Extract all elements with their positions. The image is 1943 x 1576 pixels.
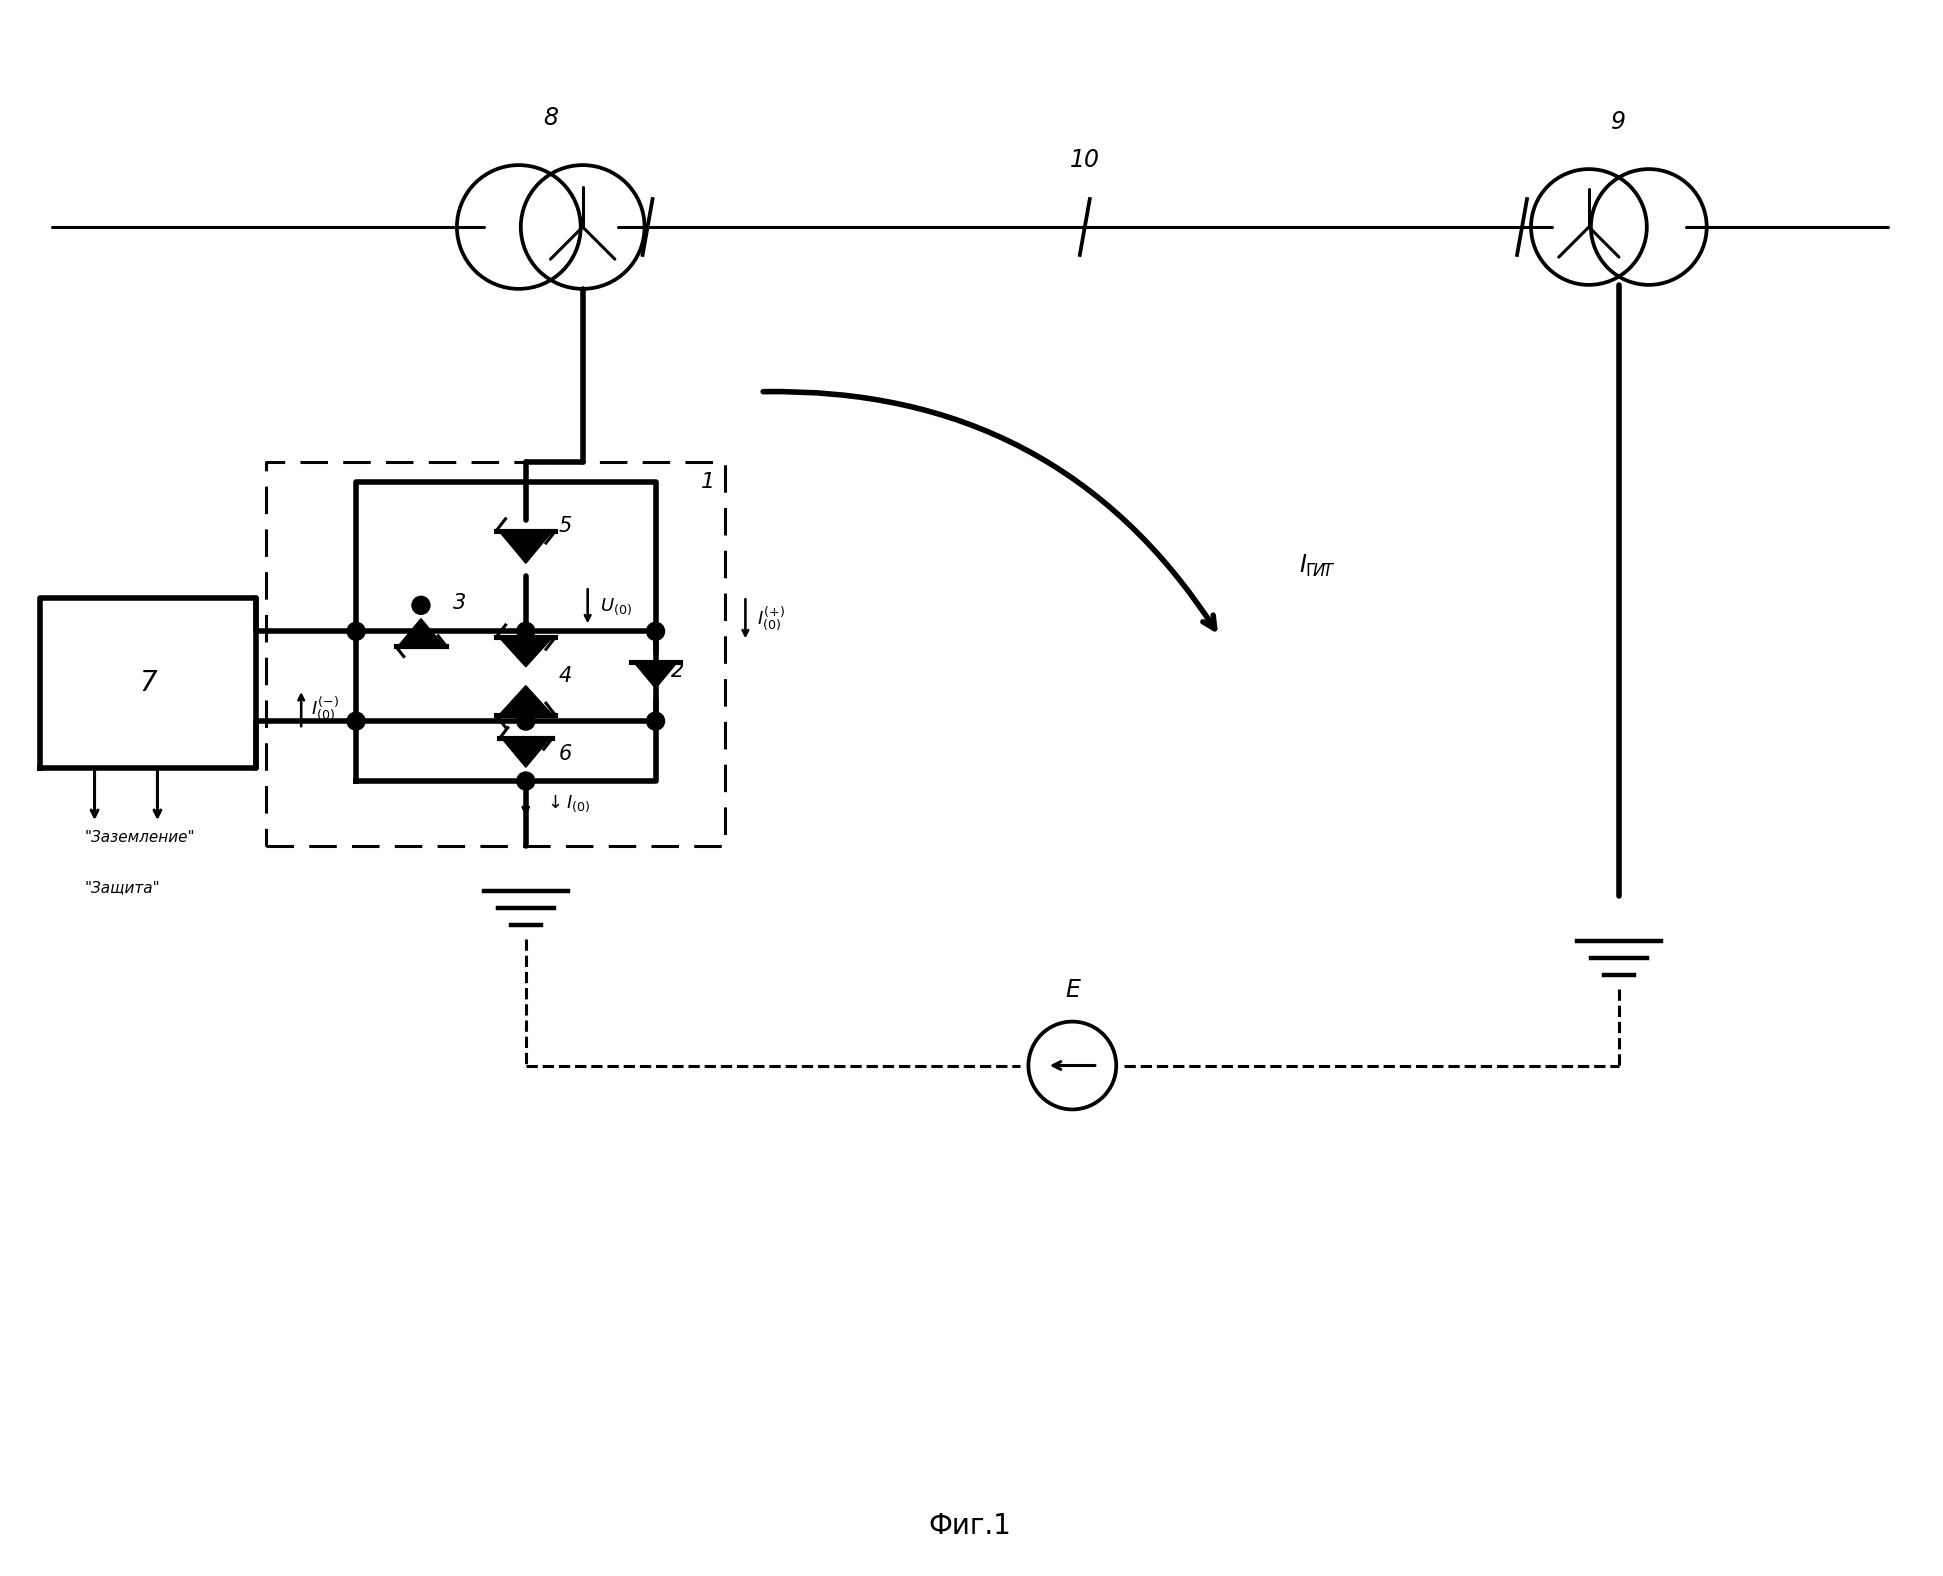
Circle shape [348, 712, 365, 730]
Text: $I_{(0)}^{(-)}$: $I_{(0)}^{(-)}$ [311, 695, 338, 723]
Text: 10: 10 [1071, 148, 1100, 172]
Text: 4: 4 [560, 667, 571, 686]
Circle shape [517, 623, 534, 640]
Text: $U_{(0)}$: $U_{(0)}$ [600, 596, 631, 616]
Circle shape [412, 596, 429, 615]
Polygon shape [398, 619, 443, 646]
Text: 9: 9 [1611, 110, 1626, 134]
Circle shape [348, 623, 365, 640]
Text: "Защита": "Защита" [85, 879, 159, 895]
Text: $I_{\mathit{\Gamma\!И\!Т}}$: $I_{\mathit{\Gamma\!И\!Т}}$ [1300, 553, 1335, 580]
Text: 6: 6 [560, 744, 571, 764]
Text: 7: 7 [140, 670, 157, 697]
Text: $I_{(0)}^{(+)}$: $I_{(0)}^{(+)}$ [758, 605, 785, 634]
Text: 3: 3 [453, 593, 466, 613]
Polygon shape [499, 686, 552, 716]
Circle shape [517, 712, 534, 730]
Polygon shape [633, 662, 678, 689]
Circle shape [647, 623, 665, 640]
Text: 5: 5 [560, 517, 571, 536]
Circle shape [647, 712, 665, 730]
Polygon shape [499, 637, 552, 667]
Text: "Заземление": "Заземление" [85, 831, 194, 845]
FancyArrowPatch shape [764, 391, 1214, 629]
Text: 2: 2 [670, 662, 684, 681]
Text: Фиг.1: Фиг.1 [929, 1511, 1012, 1540]
Text: 8: 8 [544, 106, 558, 131]
Text: $\downarrow I_{(0)}$: $\downarrow I_{(0)}$ [544, 793, 591, 813]
Text: 1: 1 [701, 471, 715, 492]
Circle shape [517, 772, 534, 790]
Polygon shape [501, 739, 550, 768]
Polygon shape [499, 531, 552, 563]
Text: E: E [1065, 977, 1080, 1002]
